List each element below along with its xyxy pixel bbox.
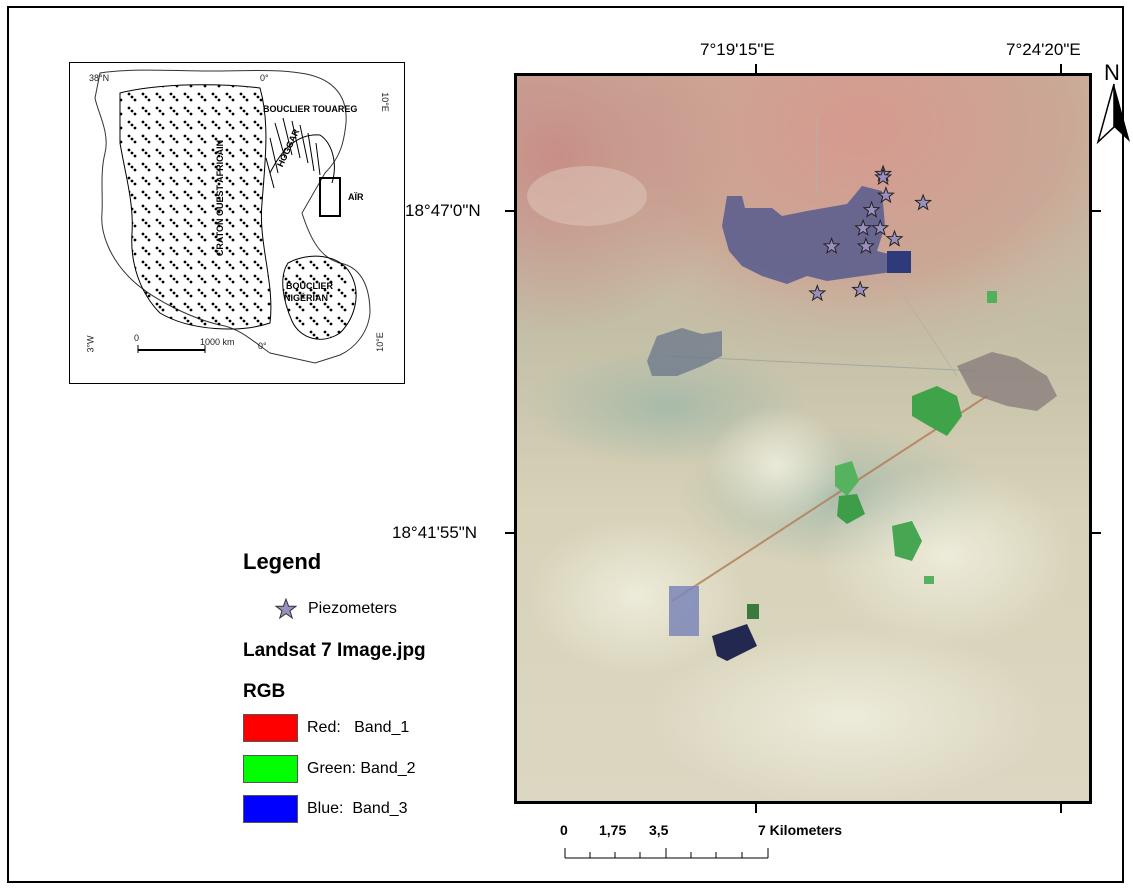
swatch-green — [243, 755, 298, 783]
map-frame — [7, 6, 1124, 883]
piezometer-star — [856, 236, 875, 254]
inset-map-drawing — [94, 69, 371, 364]
inset-tick-3w: 3°W — [85, 335, 96, 353]
legend-piezometers: Piezometers — [308, 600, 397, 617]
north-arrow: N — [1096, 60, 1132, 150]
north-arrow-icon — [1096, 83, 1130, 145]
mine-complex-1 — [722, 186, 909, 284]
vegetation-5 — [987, 291, 997, 303]
label-bouclier-nigerian-1: BOUCLIER — [286, 281, 333, 291]
lat-tick-2 — [505, 532, 514, 534]
piezometer-star — [854, 218, 873, 236]
label-bouclier-touareg: BOUCLIER TOUAREG — [263, 104, 358, 114]
mine-complex-2 — [647, 328, 722, 376]
piezometer-star — [871, 218, 890, 236]
vegetation-6 — [924, 576, 934, 584]
piezometer-star — [822, 236, 841, 254]
inset-scale-end: 1000 km — [200, 337, 235, 347]
town-area — [957, 352, 1057, 411]
lat-label-1: 18°47'0"N — [405, 201, 481, 220]
legend-band-red: Red: Band_1 — [307, 719, 410, 736]
swatch-blue — [243, 795, 298, 823]
inset-tick-0-top: 0° — [260, 73, 269, 83]
piezometer-markers — [808, 164, 933, 302]
lat-tick-1-right — [1092, 210, 1101, 212]
legend-band-blue: Blue: Band_3 — [307, 800, 408, 817]
legend-title: Legend — [243, 549, 322, 574]
lon-label-2: 7°24'20"E — [1006, 40, 1081, 59]
vegetation-2 — [835, 461, 859, 496]
swatch-red — [243, 714, 298, 742]
label-air: AÏR — [348, 192, 364, 202]
inset-map: 38°N 0° 10°E 3°W 0° 10°E BOUCLIER TOUARE… — [69, 62, 405, 384]
mine-south — [669, 586, 699, 636]
inset-tick-10e-bottom: 10°E — [374, 332, 385, 352]
vegetation-3 — [837, 494, 865, 524]
scale-label-0: 0 — [560, 822, 568, 838]
lat-label-2: 18°41'55"N — [392, 523, 478, 542]
mine-pond-south — [712, 624, 757, 661]
mine-pond-1 — [887, 251, 911, 273]
north-label: N — [1104, 60, 1120, 85]
vegetation-4 — [892, 521, 922, 561]
legend-layer-name: Landsat 7 Image.jpg — [243, 640, 426, 661]
legend-band-green: Green: Band_2 — [307, 760, 416, 777]
legend-rgb: RGB — [243, 681, 286, 702]
scale-bar — [564, 848, 769, 859]
lon-tick-1-bottom — [755, 804, 757, 813]
piezometer-star — [885, 229, 904, 247]
lon-tick-2 — [1060, 64, 1062, 73]
inset-scale-zero: 0 — [134, 333, 140, 343]
piezometer-star — [914, 193, 933, 211]
lon-tick-2-bottom — [1060, 804, 1062, 813]
inset-tick-10e-top: 10°E — [379, 92, 390, 112]
scale-label-3-5: 3,5 — [649, 822, 669, 838]
scale-label-7: 7 Kilometers — [758, 822, 843, 838]
inset-tick-0-bottom: 0° — [258, 341, 267, 351]
piezometer-star — [851, 280, 870, 298]
scale-label-1-75: 1,75 — [599, 822, 627, 838]
piezometer-star — [874, 168, 893, 186]
label-craton: CRATON OUEST AFRICAIN — [215, 139, 226, 257]
piezometer-star — [862, 200, 881, 218]
piezometer-star — [876, 186, 895, 204]
lat-tick-1 — [505, 210, 514, 212]
lon-tick-1 — [755, 64, 757, 73]
label-bouclier-nigerian-2: NIGÉRIAN — [284, 293, 329, 303]
satellite-drawing — [517, 76, 1089, 801]
satellite-image — [514, 73, 1092, 804]
star-icon — [275, 598, 297, 620]
lon-label-1: 7°19'15"E — [700, 40, 775, 59]
inset-tick-38n: 38°N — [89, 73, 110, 83]
vegetation-7 — [747, 604, 759, 619]
piezometer-star — [808, 284, 827, 302]
lat-tick-2-right — [1092, 532, 1101, 534]
vegetation-1 — [912, 386, 962, 436]
